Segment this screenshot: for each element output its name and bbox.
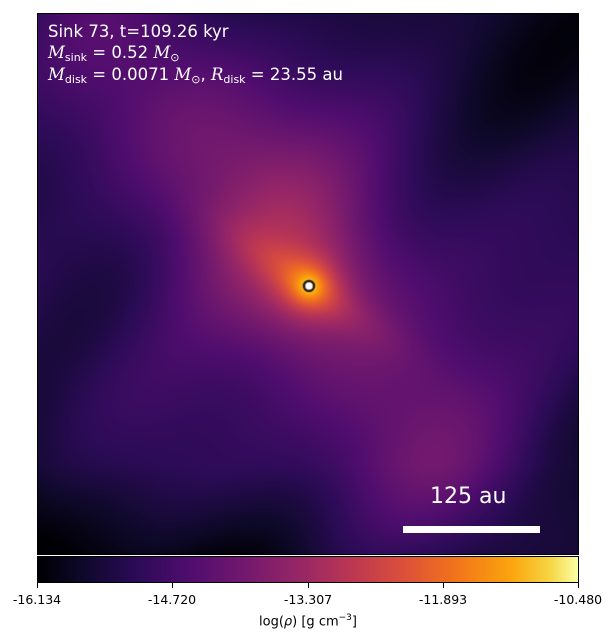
colorbar-label: log(ρ) [g cm−3]: [259, 613, 357, 630]
colorbar-tick-label: -16.134: [12, 592, 62, 607]
sink-mass-line: Msink = 0.52 M⊙: [48, 43, 180, 64]
colorbar-tick-label: -10.480: [553, 592, 603, 607]
colorbar-tick: [172, 583, 173, 588]
density-panel: Sink 73, t=109.26 kyr Msink = 0.52 M⊙ Md…: [37, 13, 579, 555]
scale-bar: [403, 526, 540, 533]
density-map: [38, 14, 578, 554]
colorbar-tick: [308, 583, 309, 588]
colorbar-tick: [578, 583, 579, 588]
colorbar-tick: [37, 583, 38, 588]
colorbar-tick: [443, 583, 444, 588]
colorbar: [37, 556, 579, 583]
sink-title: Sink 73, t=109.26 kyr: [48, 22, 229, 41]
colorbar-tick-label: -14.720: [147, 592, 197, 607]
colorbar-tick-label: -11.893: [418, 592, 468, 607]
disk-line: Mdisk = 0.0071 M⊙, Rdisk = 23.55 au: [48, 65, 343, 86]
colorbar-tick-label: -13.307: [283, 592, 333, 607]
scale-bar-label: 125 au: [430, 484, 507, 509]
